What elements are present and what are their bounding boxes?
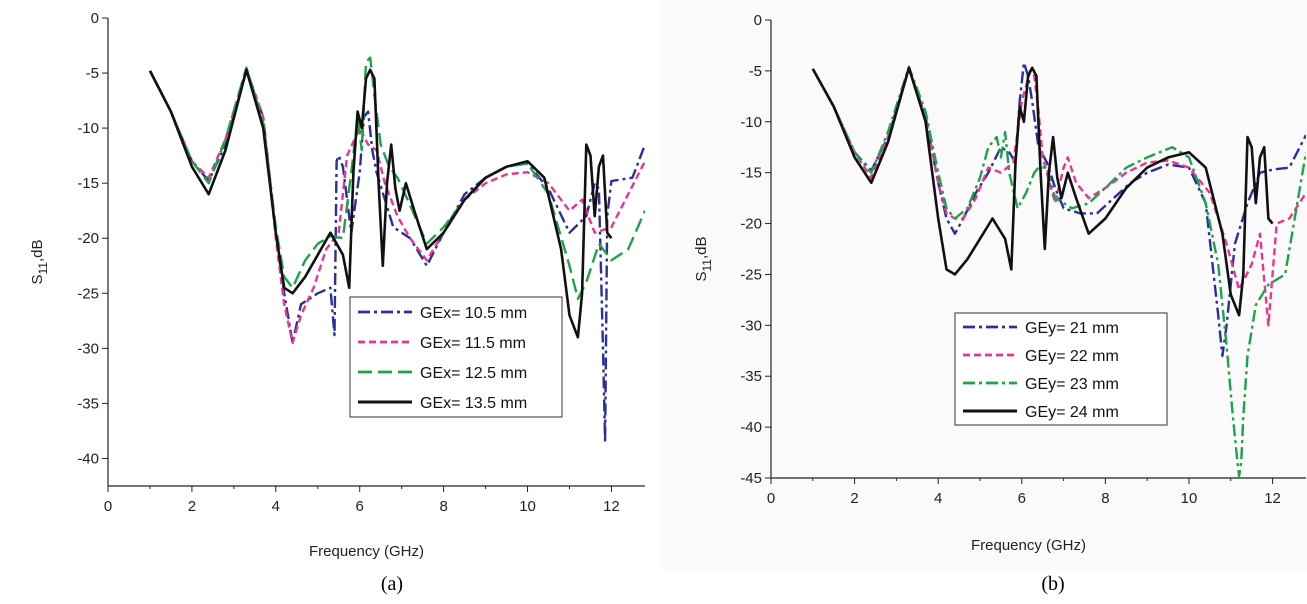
chart-b-x-tick-label: 0: [767, 490, 775, 507]
chart-b-legend-label-2: GEy= 22 mm: [1025, 348, 1119, 365]
chart-a-legend-box: [349, 296, 563, 418]
chart-b-background: [660, 0, 1307, 570]
chart-b-x-tick-label: 2: [850, 490, 858, 507]
chart-a-y-tick-label: -30: [77, 340, 99, 357]
chart-a-y-tick-label: -20: [77, 230, 99, 247]
chart-b-y-tick-label: -35: [740, 368, 762, 385]
chart-a-legend-label-4: GEx= 13.5 mm: [420, 395, 527, 412]
chart-b-y-tick-label: -10: [740, 114, 762, 131]
chart-b-y-tick-label: 0: [754, 12, 762, 29]
chart-b-y-tick-label: -5: [749, 63, 762, 80]
chart-b-x-tick-label: 10: [1181, 490, 1198, 507]
chart-a-y-tick-label: -40: [77, 450, 99, 467]
chart-a-background: [0, 0, 655, 570]
chart-a-y-tick-label: -15: [77, 175, 99, 192]
chart-a-x-tick-label: 6: [356, 498, 364, 515]
chart-b-series-group: [811, 61, 1306, 478]
chart-a-x-tick-label: 8: [439, 498, 447, 515]
y-title-subscript: 11: [700, 259, 714, 272]
chart-a-x-axis-title: Frequency (GHz): [309, 543, 424, 560]
y-title-unit: ,dB: [29, 240, 46, 263]
chart-b-y-tick-label: -15: [740, 165, 762, 182]
chart-a-series-group: [148, 56, 645, 444]
chart-b-legend-box: [954, 312, 1168, 426]
y-title-unit: ,dB: [693, 237, 710, 260]
chart-a-caption: (a): [381, 573, 403, 595]
chart-b-series-line-3: [811, 65, 1306, 478]
chart-a-x-tick-label: 4: [272, 498, 280, 515]
chart-b-legend-label-1: GEy= 21 mm: [1025, 320, 1119, 337]
chart-b-y-tick-label: -40: [740, 419, 762, 436]
chart-b-x-tick-label: 8: [1101, 490, 1109, 507]
y-title-main: S: [29, 274, 46, 284]
chart-b-y-tick-label: -30: [740, 317, 762, 334]
chart-a-x-tick-label: 2: [188, 498, 196, 515]
chart-a-y-tick-label: 0: [91, 10, 99, 27]
chart-a-legend-label-3: GEx= 12.5 mm: [420, 365, 527, 382]
y-title-subscript: 11: [36, 262, 50, 275]
panel-b: 0 -5 -10 -15 -20 -25 -30 -35 -40 -45 0 2 4 6 8 10 12 Freq…: [660, 0, 1307, 604]
chart-a-series-line-2: [148, 67, 645, 344]
chart-b-legend-label-4: GEy= 24 mm: [1025, 404, 1119, 421]
y-title-main: S: [693, 271, 710, 281]
chart-a-y-tick-label: -10: [77, 120, 99, 137]
chart-b-caption: (b): [1041, 573, 1064, 595]
chart-a-y-axis-title: S11,dB: [29, 240, 50, 285]
chart-b-x-tick-label: 12: [1264, 490, 1281, 507]
chart-b-y-axis-title: S11,dB: [693, 237, 714, 282]
chart-b: 0 -5 -10 -15 -20 -25 -30 -35 -40 -45 0 2 4 6 8 10 12 Freq…: [660, 0, 1307, 595]
chart-b-series-line-4: [811, 66, 1274, 317]
chart-b-legend-label-3: GEy= 23 mm: [1025, 376, 1119, 393]
chart-a-legend-label-1: GEx= 10.5 mm: [420, 305, 527, 322]
chart-a-series-line-4: [148, 68, 613, 339]
chart-a-x-tick-label: 12: [603, 498, 620, 515]
chart-a-y-tick-label: -25: [77, 285, 99, 302]
chart-b-x-axis-title: Frequency (GHz): [971, 537, 1086, 554]
chart-a-y-tick-label: -35: [77, 395, 99, 412]
chart-b-x-tick-label: 4: [934, 490, 942, 507]
panel-a: 0 -5 -10 -15 -20 -25 -30 -35 -40 0 2 4 6 8 10 12 Frequen…: [0, 0, 655, 595]
chart-b-y-tick-label: -25: [740, 266, 762, 283]
chart-b-x-tick-label: 6: [1018, 490, 1026, 507]
chart-b-y-tick-label: -20: [740, 216, 762, 233]
chart-a-x-tick-label: 0: [104, 498, 112, 515]
chart-a: 0 -5 -10 -15 -20 -25 -30 -35 -40 0 2 4 6 8 10 12 Frequen…: [0, 0, 655, 595]
chart-a-x-tick-label: 10: [519, 498, 536, 515]
chart-b-y-tick-label: -45: [740, 470, 762, 487]
chart-a-y-tick-label: -5: [86, 65, 99, 82]
chart-b-series-line-2: [811, 66, 1306, 327]
chart-a-legend-label-2: GEx= 11.5 mm: [420, 335, 526, 352]
